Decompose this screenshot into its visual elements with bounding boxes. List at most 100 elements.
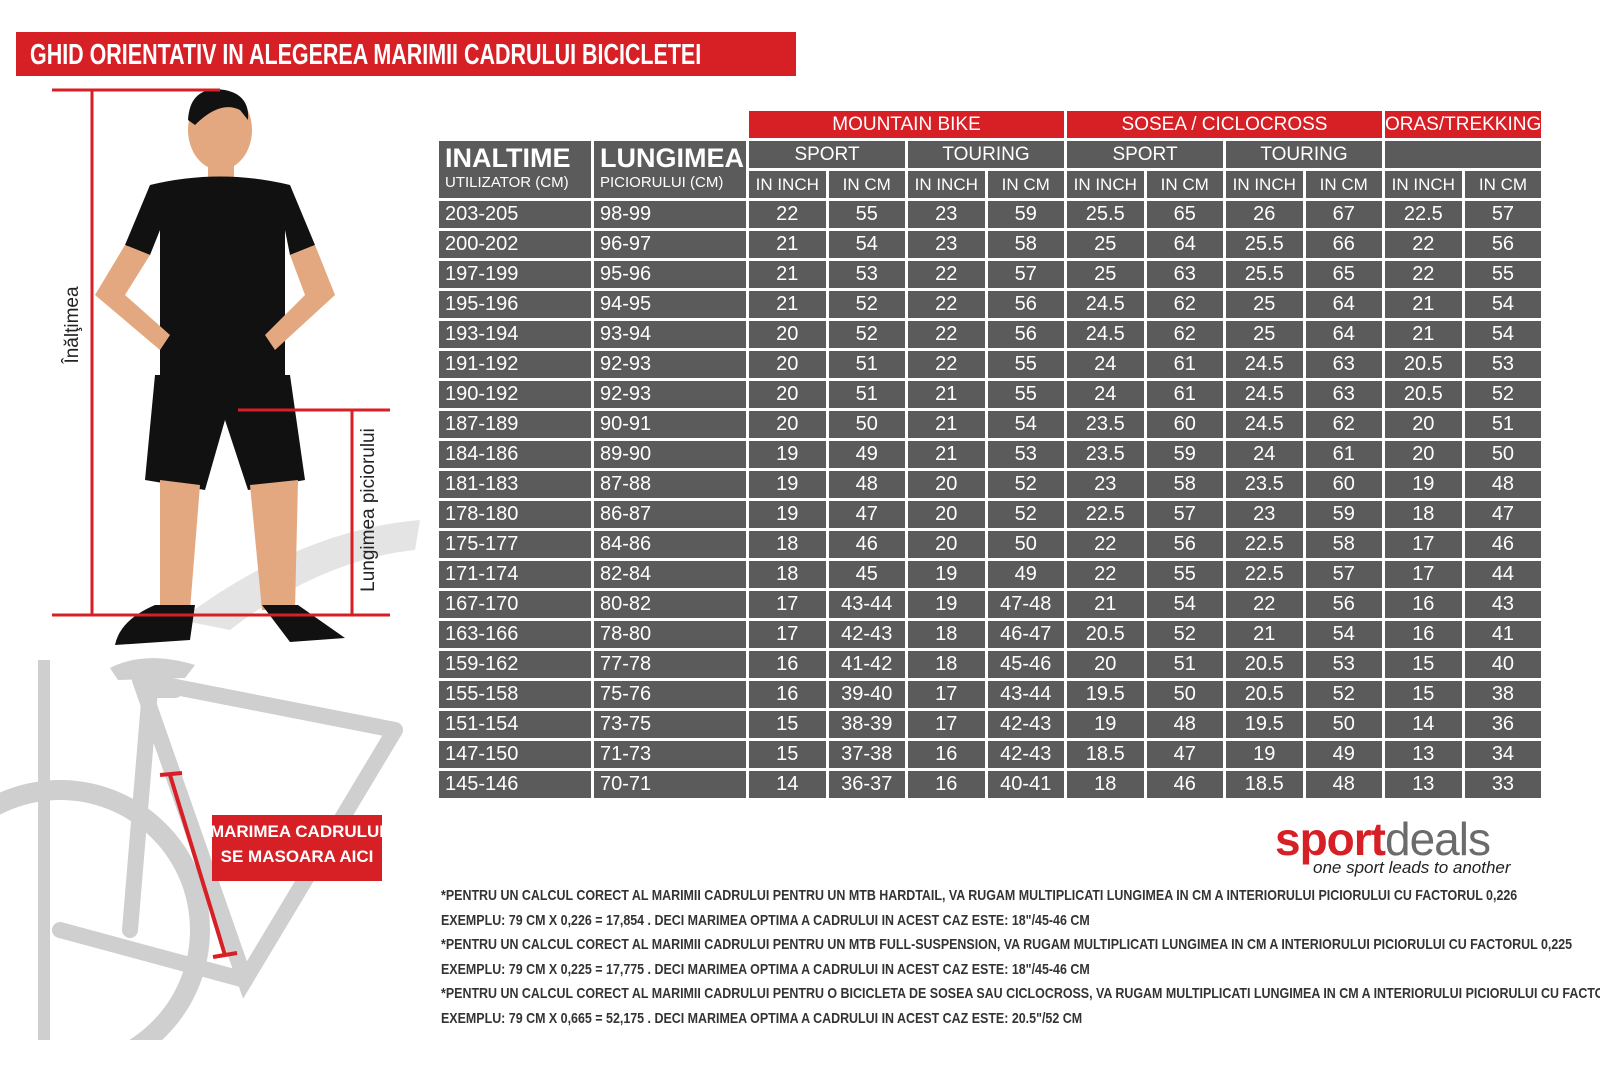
table-cell: 17	[1385, 561, 1462, 588]
table-row: 187-189 90-91 20 50 21 54 23.5 60 24.5 62 20 51	[439, 411, 1542, 438]
table-cell: 52	[828, 291, 905, 318]
table-cell: 42-43	[987, 741, 1064, 768]
table-cell: 51	[828, 381, 905, 408]
table-cell: 36-37	[828, 771, 905, 798]
table-cell: 50	[1146, 681, 1223, 708]
table-cell: 19	[749, 471, 826, 498]
table-cell: 22.5	[1226, 561, 1303, 588]
table-cell: 18	[749, 561, 826, 588]
table-cell: 171-174	[439, 561, 591, 588]
table-cell: 98-99	[594, 201, 746, 228]
table-cell: 22	[1385, 231, 1462, 258]
table-cell: 94-95	[594, 291, 746, 318]
table-cell: 46-47	[987, 621, 1064, 648]
table-cell: 56	[987, 321, 1064, 348]
table-cell: 60	[1146, 411, 1223, 438]
table-row: 147-150 71-73 15 37-38 16 42-43 18.5 47 19 49 13 34	[439, 741, 1542, 768]
table-row: 197-199 95-96 21 53 22 57 25 63 25.5 65 22 55	[439, 261, 1542, 288]
table-cell: 60	[1305, 471, 1382, 498]
table-cell: 43-44	[828, 591, 905, 618]
table-cell: 53	[1305, 651, 1382, 678]
table-cell: 19.5	[1226, 711, 1303, 738]
table-cell: 53	[987, 441, 1064, 468]
table-cell: 23	[1067, 471, 1144, 498]
person	[95, 89, 345, 645]
figure: MARIMEA CADRULUI SE MASOARA AICI Înălţim…	[0, 88, 420, 1040]
table-cell: 22	[1385, 261, 1462, 288]
table-cell: 20.5	[1385, 381, 1462, 408]
table-cell: 19	[1067, 711, 1144, 738]
table-cell: 24	[1067, 351, 1144, 378]
frame-arrow-cap	[212, 951, 238, 959]
table-cell: 42-43	[828, 621, 905, 648]
table-cell: 63	[1305, 381, 1382, 408]
table-cell: 20.5	[1226, 651, 1303, 678]
table-cell: 13	[1385, 741, 1462, 768]
logo-tagline: one sport leads to another	[1313, 858, 1511, 877]
subgroup-header: SPORT	[1067, 141, 1223, 168]
table-cell: 52	[987, 501, 1064, 528]
table-row: 178-180 86-87 19 47 20 52 22.5 57 23 59 18 47	[439, 501, 1542, 528]
table-cell: 55	[1146, 561, 1223, 588]
table-cell: 52	[828, 321, 905, 348]
table-cell: 54	[1464, 321, 1542, 348]
table-cell: 56	[987, 291, 1064, 318]
table-cell: 24.5	[1067, 291, 1144, 318]
table-cell: 63	[1146, 261, 1223, 288]
note-line: EXEMPLU: 79 CM X 0,225 = 17,775 . DECI M…	[441, 960, 1090, 978]
table-row: 163-166 78-80 17 42-43 18 46-47 20.5 52 21 54 16 41	[439, 621, 1542, 648]
table-cell: 18	[1067, 771, 1144, 798]
table-cell: 151-154	[439, 711, 591, 738]
table-cell: 16	[1385, 621, 1462, 648]
table-cell: 23	[908, 231, 985, 258]
table-cell: 19.5	[1067, 681, 1144, 708]
bike	[0, 672, 403, 1040]
table-cell: 16	[749, 651, 826, 678]
group-header: ORAS/TREKKING	[1385, 111, 1542, 138]
table-cell: 22	[908, 321, 985, 348]
table-cell: 93-94	[594, 321, 746, 348]
table-cell: 75-76	[594, 681, 746, 708]
table-cell: 16	[908, 741, 985, 768]
table-cell: 46	[828, 531, 905, 558]
table-cell: 55	[828, 201, 905, 228]
table-row: 203-205 98-99 22 55 23 59 25.5 65 26 67 22.5 57	[439, 201, 1542, 228]
table-cell: 47	[1464, 501, 1542, 528]
table-cell: 57	[1146, 501, 1223, 528]
table-cell: 16	[1385, 591, 1462, 618]
table-cell: 25.5	[1226, 261, 1303, 288]
unit-header: IN CM	[987, 171, 1064, 198]
table-cell: 21	[1226, 621, 1303, 648]
column-header: INALTIME UTILIZATOR (CM)	[439, 141, 591, 198]
table-cell: 55	[1464, 261, 1542, 288]
table-cell: 200-202	[439, 231, 591, 258]
table-cell: 13	[1385, 771, 1462, 798]
table-cell: 65	[1305, 261, 1382, 288]
table-cell: 21	[1385, 321, 1462, 348]
table-cell: 51	[1146, 651, 1223, 678]
table-cell: 197-199	[439, 261, 591, 288]
table-cell: 191-192	[439, 351, 591, 378]
table-cell: 25.5	[1226, 231, 1303, 258]
unit-header: IN INCH	[1067, 171, 1144, 198]
table-cell: 17	[1385, 531, 1462, 558]
table-cell: 89-90	[594, 441, 746, 468]
table-cell: 62	[1305, 411, 1382, 438]
table-cell: 24	[1067, 381, 1144, 408]
unit-header: IN CM	[1146, 171, 1223, 198]
table-cell: 58	[987, 231, 1064, 258]
table-cell: 16	[749, 681, 826, 708]
bike-saddle	[110, 658, 195, 680]
table-cell: 22	[908, 291, 985, 318]
unit-header: IN CM	[828, 171, 905, 198]
table-cell: 62	[1146, 321, 1223, 348]
logo: sportdeals one sport leads to another	[1275, 812, 1575, 878]
table-cell: 20	[749, 381, 826, 408]
table-cell: 52	[1146, 621, 1223, 648]
table-cell: 22	[908, 351, 985, 378]
table-cell: 16	[908, 771, 985, 798]
table-cell: 55	[987, 381, 1064, 408]
table-cell: 15	[1385, 681, 1462, 708]
table-cell: 87-88	[594, 471, 746, 498]
